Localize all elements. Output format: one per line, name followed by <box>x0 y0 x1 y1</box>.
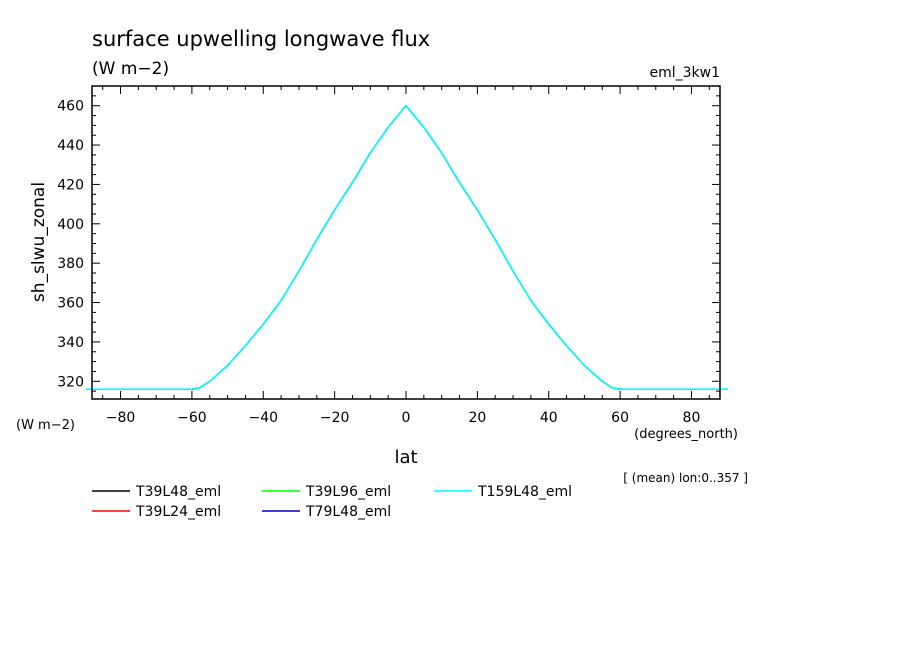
series-lines <box>86 104 728 391</box>
x-tick-label: −60 <box>177 410 207 426</box>
x-axis-label: lat <box>394 447 417 468</box>
legend: T39L48_eml T39L24_eml T39L96_eml T79L48_eml… <box>92 484 572 520</box>
y-tick-label: 380 <box>57 256 84 272</box>
legend-label: T159L48_eml <box>477 484 572 500</box>
x-tick-label: 0 <box>402 410 411 426</box>
y-tick-label: 320 <box>57 374 84 390</box>
x-tick-label: 20 <box>468 410 486 426</box>
x-axis-units: (degrees_north) <box>634 427 738 442</box>
x-tick-label: −80 <box>106 410 136 426</box>
x-tick-label: 80 <box>683 410 701 426</box>
chart-subtitle: (W m−2) <box>92 59 169 79</box>
y-tick-label: 400 <box>57 217 84 233</box>
x-tick-label: 40 <box>540 410 558 426</box>
y-tick-label: 440 <box>57 138 84 154</box>
legend-label: T39L24_eml <box>135 504 221 520</box>
x-tick-label: 60 <box>611 410 629 426</box>
y-tick-label: 340 <box>57 335 84 351</box>
y-axis-units: (W m−2) <box>16 418 75 433</box>
footnote: [ (mean) lon:0..357 ] <box>623 471 748 485</box>
y-axis-label: sh_slwu_zonal <box>29 182 49 302</box>
y-tick-label: 460 <box>57 99 84 115</box>
y-tick-label: 360 <box>57 296 84 312</box>
legend-label: T79L48_eml <box>305 504 391 520</box>
y-tick-label: 420 <box>57 177 84 193</box>
x-tick-label: −20 <box>320 410 350 426</box>
legend-label: T39L96_eml <box>305 484 391 500</box>
x-axis-ticks: −80 −60 −40 −20 0 20 40 60 80 <box>102 86 710 426</box>
x-tick-label: −40 <box>248 410 278 426</box>
series-line-t159l48-eml <box>86 104 728 391</box>
chart-title: surface upwelling longwave flux <box>92 27 430 51</box>
plot-frame <box>91 85 721 400</box>
legend-label: T39L48_eml <box>135 484 221 500</box>
run-label: eml_3kw1 <box>649 65 720 81</box>
